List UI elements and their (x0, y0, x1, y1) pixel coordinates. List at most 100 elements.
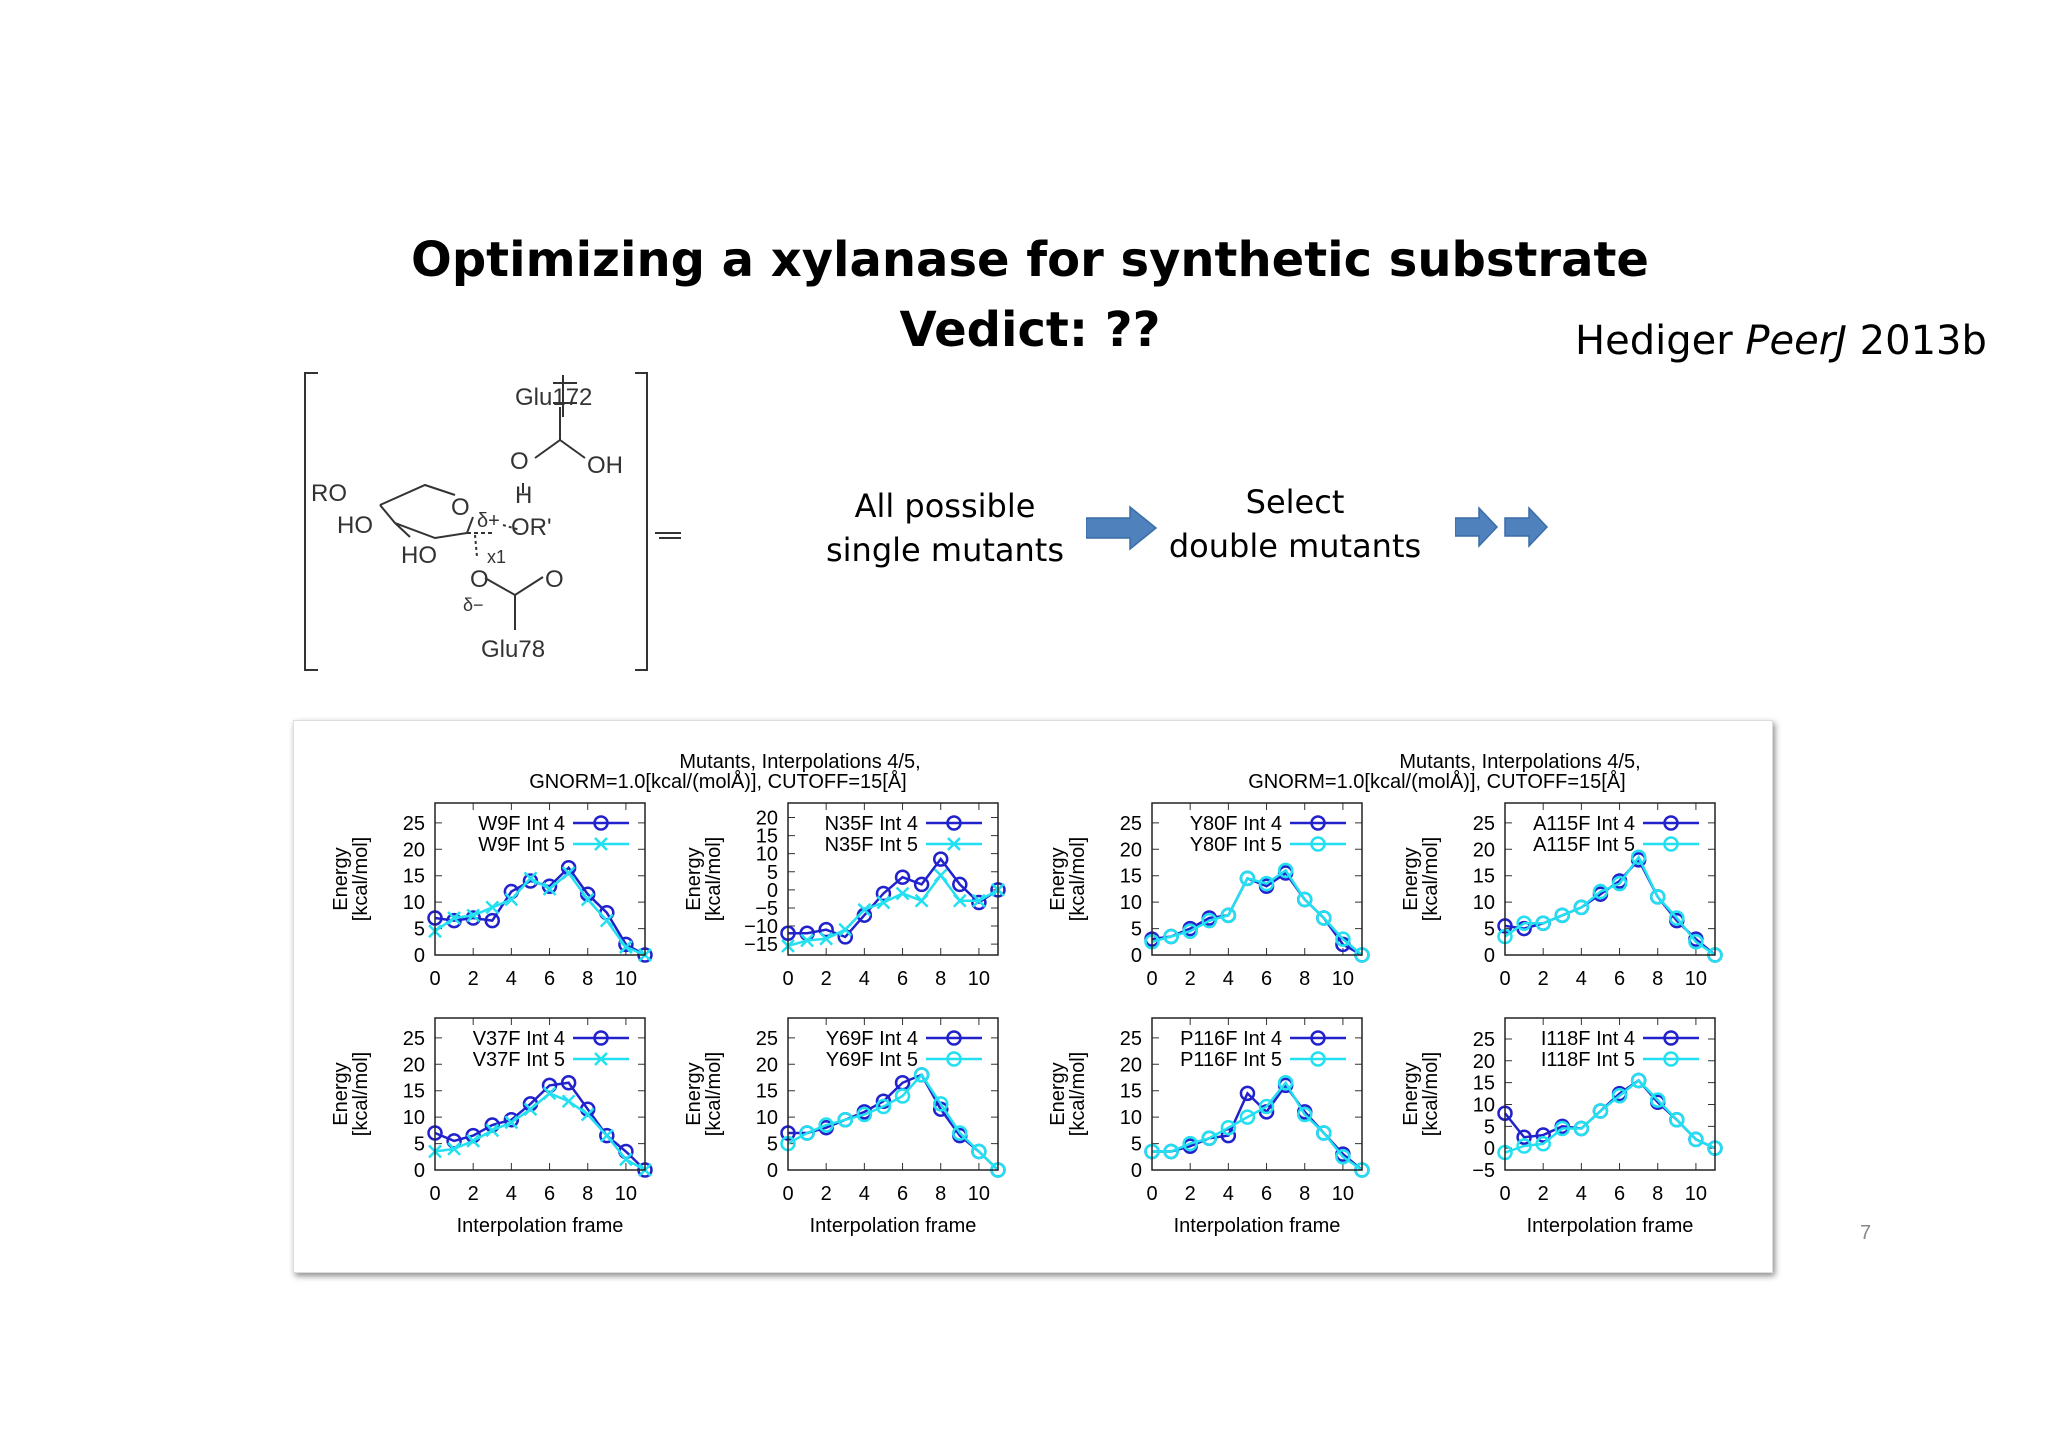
plot-frame (787, 802, 999, 956)
data-point (1201, 1130, 1218, 1147)
data-point (972, 893, 986, 908)
data-point (932, 851, 949, 867)
legend-marker (594, 837, 608, 851)
y-tick-label: 0 (767, 1160, 778, 1182)
legend-marker (593, 1030, 609, 1046)
data-point (1277, 862, 1294, 879)
y-tick-label: 10 (403, 1107, 425, 1129)
y-tick-label: 5 (414, 1134, 425, 1156)
y-tick-label: 5 (1131, 1134, 1142, 1156)
x-tick-label: 10 (615, 1183, 637, 1205)
y-tick-label: 15 (1120, 866, 1142, 888)
y-axis-label-line2: [kcal/mol] (703, 837, 725, 921)
legend-marker (946, 815, 962, 831)
series-line (1152, 1080, 1363, 1172)
y-tick-label: 5 (1131, 919, 1142, 941)
y-axis-label-line1: Energy (330, 847, 352, 910)
y-tick-label: 10 (1120, 892, 1142, 914)
plot-frame (434, 802, 646, 956)
data-point (1649, 1092, 1666, 1108)
y-tick-label: 0 (1131, 945, 1142, 967)
right-bracket (635, 372, 648, 671)
x-tick-label: 8 (1299, 968, 1310, 990)
x-tick-label: 2 (1538, 968, 1549, 990)
data-point (1535, 1136, 1551, 1152)
y-axis-label-line1: Energy (330, 1062, 352, 1125)
data-point (580, 892, 595, 907)
x-tick-label: 4 (1576, 1183, 1587, 1205)
data-point (1649, 889, 1666, 905)
data-point (1220, 1119, 1237, 1136)
legend-label: I118F Int 5 (1541, 1049, 1635, 1071)
data-point (1163, 1143, 1179, 1160)
data-point (952, 1125, 968, 1141)
x-tick-label: 6 (1261, 1183, 1272, 1205)
data-point (876, 895, 891, 910)
label-oh: OH (587, 452, 623, 479)
x-axis-label: Interpolation frame (810, 1215, 977, 1237)
data-point (1554, 1120, 1571, 1137)
data-point (1535, 1127, 1551, 1143)
plot-frame (787, 1017, 999, 1171)
x-tick-label: 8 (1299, 1183, 1310, 1205)
y-tick-label: 25 (403, 813, 425, 835)
series-line (1504, 1078, 1716, 1154)
plot-frame (1151, 802, 1363, 956)
legend-label: Y80F Int 4 (1190, 813, 1282, 835)
y-tick-label: 25 (756, 1028, 778, 1050)
y-tick-label: −10 (744, 916, 778, 938)
data-point (504, 1115, 519, 1130)
data-point (913, 876, 930, 893)
data-point (447, 1141, 461, 1156)
x-tick-label: 2 (1538, 1183, 1549, 1205)
label-glu78: Glu78 (481, 636, 545, 663)
x-tick-label: 2 (1185, 1183, 1196, 1205)
x-tick-label: 0 (1499, 968, 1510, 990)
y-axis-label-line2: [kcal/mol] (1067, 837, 1089, 921)
legend-label: Y69F Int 4 (826, 1028, 918, 1050)
data-point (856, 1106, 873, 1123)
data-point (1611, 875, 1628, 892)
y-tick-label: 10 (403, 892, 425, 914)
y-tick-label: 25 (403, 1028, 425, 1050)
series-line (787, 873, 999, 948)
label-ro: RO (311, 480, 347, 507)
y-axis-label-line1: Energy (1400, 847, 1422, 910)
data-point (1258, 875, 1275, 892)
label-ho-2: HO (401, 542, 437, 569)
data-point (503, 1112, 520, 1128)
data-point (932, 1096, 949, 1112)
data-point (1516, 1138, 1532, 1154)
data-point (446, 912, 462, 929)
series-line (787, 1072, 999, 1171)
x-tick-label: 8 (935, 1183, 946, 1205)
data-point (504, 892, 519, 907)
x-tick-label: 2 (468, 1183, 479, 1205)
data-point (599, 913, 614, 928)
x-tick-label: 0 (1146, 968, 1157, 990)
y-tick-label: 0 (414, 1160, 425, 1182)
x-tick-label: 8 (935, 968, 946, 990)
data-point (1239, 1085, 1256, 1102)
y-axis-label-line1: Energy (683, 1062, 705, 1125)
y-tick-label: 5 (1484, 919, 1495, 941)
suptitle-right-line1: Mutants, Interpolations 4/5, (1399, 751, 1640, 773)
data-point (1182, 923, 1198, 939)
data-point (561, 866, 576, 880)
suptitle-left-line2: GNORM=1.0[kcal/(molÅ)], CUTOFF=15[Å] (529, 770, 907, 793)
data-point (1258, 1098, 1275, 1115)
y-tick-label: 5 (1484, 1116, 1495, 1138)
x-tick-label: 2 (821, 1183, 832, 1205)
y-tick-label: −5 (755, 898, 778, 920)
data-point (1535, 915, 1551, 932)
data-point (1296, 1106, 1313, 1123)
double-arrow-icon (1455, 506, 1549, 548)
y-tick-label: 0 (1484, 1138, 1495, 1160)
x-tick-label: 8 (1652, 1183, 1663, 1205)
citation: Hediger PeerJ 2013b (1575, 318, 1987, 364)
page-number: 7 (1860, 1222, 1872, 1244)
data-point (1669, 1112, 1685, 1128)
y-axis-label-line1: Energy (1047, 1062, 1069, 1125)
data-point (1516, 1129, 1532, 1145)
data-point (799, 1125, 815, 1141)
